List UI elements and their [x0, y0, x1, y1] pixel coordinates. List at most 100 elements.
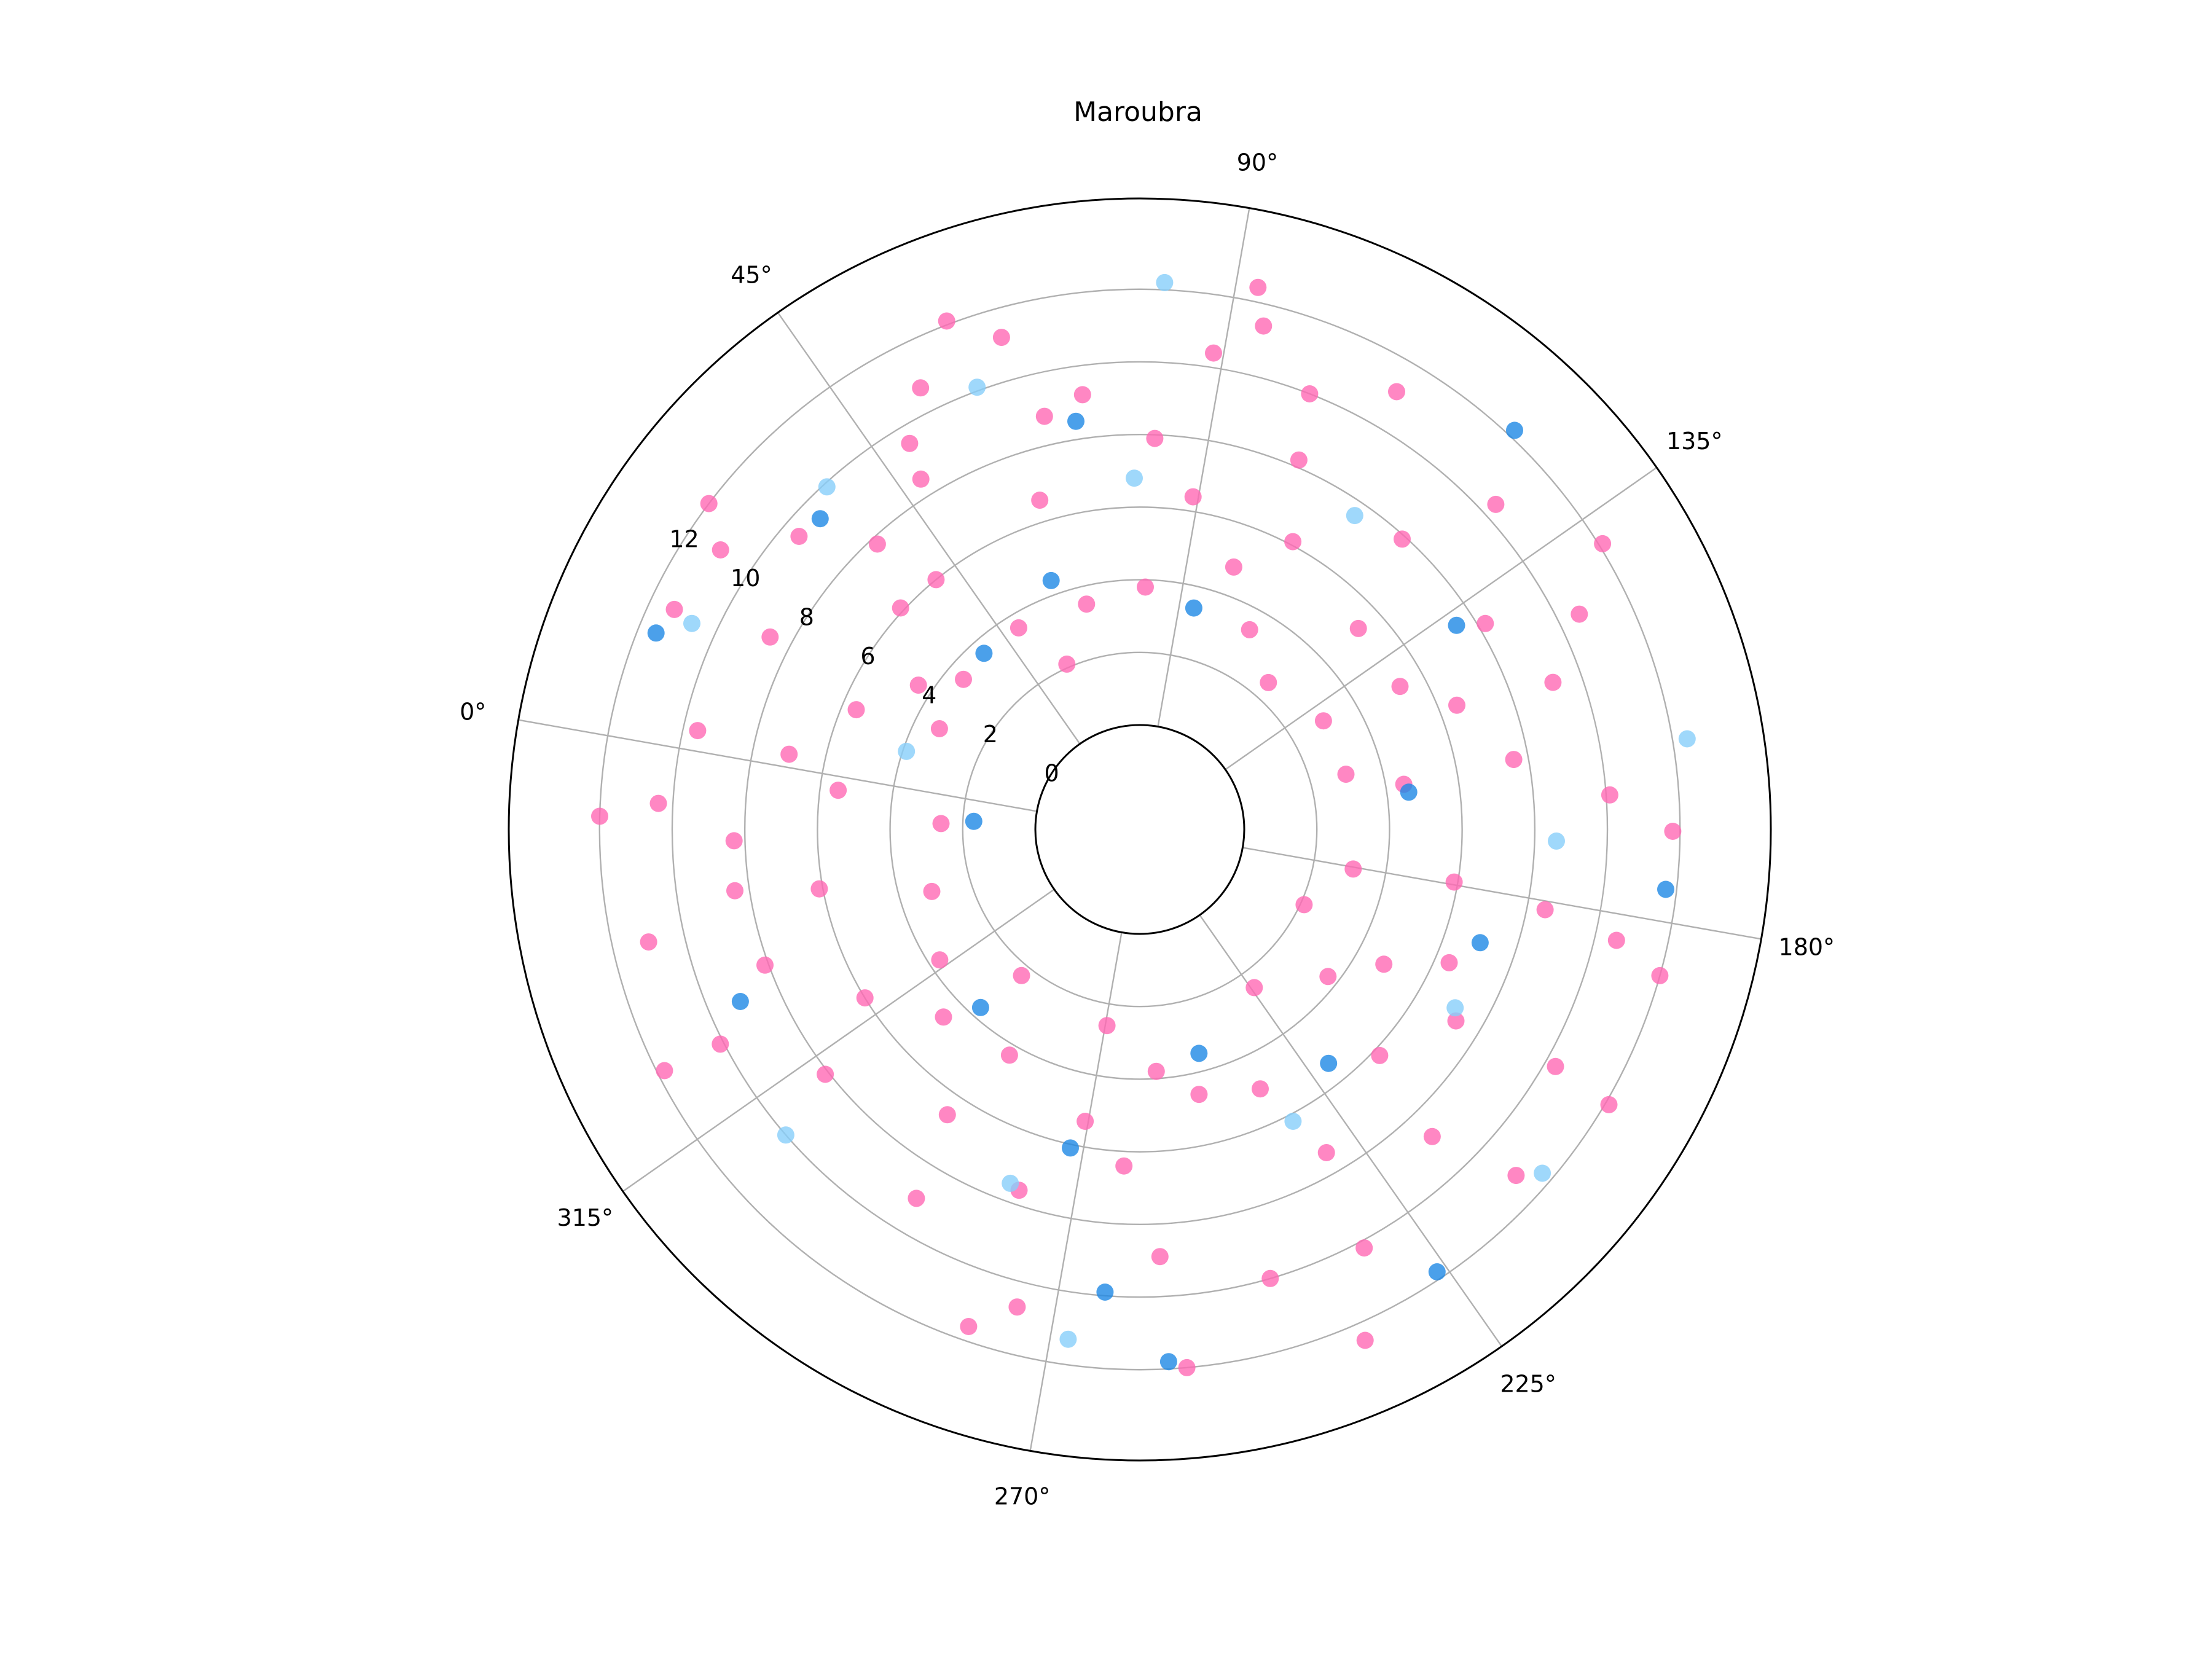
scatter-point	[700, 495, 718, 512]
scatter-point	[790, 528, 808, 545]
theta-tick-label: 225°	[1500, 1371, 1556, 1398]
scatter-point	[1471, 934, 1489, 952]
scatter-point	[1594, 535, 1612, 552]
scatter-point	[1445, 873, 1463, 891]
scatter-point	[1371, 1046, 1389, 1064]
scatter-point	[1447, 1012, 1465, 1030]
scatter-point	[847, 701, 865, 719]
scatter-point	[927, 571, 945, 589]
scatter-point	[856, 989, 874, 1007]
scatter-point	[1428, 1263, 1446, 1280]
scatter-point	[938, 312, 955, 330]
scatter-point	[1448, 696, 1465, 714]
scatter-point	[965, 812, 982, 830]
r-tick-label: 4	[922, 682, 936, 709]
theta-tick-label: 270°	[994, 1483, 1051, 1510]
scatter-point	[1146, 429, 1164, 447]
scatter-point	[1190, 1086, 1208, 1103]
scatter-point	[712, 541, 729, 559]
scatter-point	[1657, 880, 1674, 898]
scatter-point	[1000, 1046, 1018, 1064]
scatter-point	[1346, 507, 1363, 525]
scatter-point	[1078, 595, 1096, 613]
scatter-point	[817, 1065, 834, 1083]
scatter-point	[649, 794, 667, 812]
scatter-point	[1115, 1157, 1133, 1175]
scatter-point	[1098, 1017, 1116, 1035]
scatter-point	[647, 624, 665, 642]
scatter-point	[1184, 488, 1202, 506]
scatter-point	[1249, 278, 1267, 296]
scatter-point	[1284, 533, 1302, 551]
scatter-point	[689, 722, 707, 740]
theta-grid-line	[622, 888, 1055, 1193]
outer-axis-circle	[508, 197, 1772, 1462]
scatter-point	[780, 745, 798, 763]
scatter-point	[930, 720, 948, 737]
scatter-point	[1147, 1062, 1165, 1080]
scatter-point	[761, 628, 779, 646]
scatter-point	[1391, 678, 1409, 696]
scatter-point	[1400, 783, 1418, 801]
scatter-point	[1156, 273, 1174, 291]
scatter-point	[1534, 1164, 1551, 1182]
scatter-point	[1295, 896, 1313, 914]
scatter-point	[1536, 901, 1554, 919]
scatter-point	[1344, 860, 1362, 878]
scatter-point	[1506, 421, 1523, 439]
scatter-point	[1547, 1057, 1564, 1075]
scatter-point	[1375, 955, 1393, 973]
scatter-point	[912, 470, 930, 488]
r-tick-label: 2	[983, 721, 998, 748]
scatter-point	[960, 1318, 978, 1335]
tick-labels: 0° 45° 90° 135° 180° 225° 270° 315° 0 2 4 6 8 10 12	[460, 149, 1835, 1510]
scatter-point	[901, 434, 919, 452]
scatter-point	[777, 1126, 794, 1144]
scatter-point	[1261, 1269, 1279, 1287]
scatter-point	[1388, 383, 1405, 401]
scatter-point	[1137, 578, 1154, 596]
theta-grid-line	[1199, 914, 1503, 1347]
theta-tick-label: 45°	[731, 261, 772, 288]
theta-tick-label: 315°	[557, 1204, 614, 1231]
r-tick-label: 6	[860, 643, 875, 670]
scatter-point	[1059, 1330, 1077, 1348]
scatter-point	[1042, 571, 1060, 589]
scatter-point	[971, 998, 989, 1016]
scatter-point	[935, 1008, 952, 1026]
theta-tick-label: 90°	[1237, 149, 1278, 176]
scatter-point	[1448, 616, 1465, 634]
scatter-point	[1002, 1174, 1019, 1192]
theta-grid-line	[1157, 208, 1250, 727]
scatter-point	[1301, 385, 1319, 402]
scatter-point	[932, 815, 950, 833]
scatter-point	[1245, 979, 1263, 997]
scatter-point	[898, 742, 916, 760]
scatter-point	[1548, 832, 1565, 850]
scatter-point	[1601, 786, 1618, 804]
scatter-point	[1607, 931, 1625, 949]
r-grid-circle	[889, 579, 1390, 1080]
r-grid-circle	[743, 433, 1536, 1226]
theta-tick-label: 135°	[1666, 428, 1723, 455]
scatter-point	[1096, 1284, 1114, 1301]
scatter-point	[1487, 495, 1505, 513]
scatter-point	[1067, 412, 1084, 430]
scatter-point	[968, 378, 986, 396]
scatter-point	[1507, 1167, 1525, 1185]
theta-grid-line	[777, 312, 1081, 745]
scatter-point	[1225, 558, 1242, 576]
scatter-point	[1544, 673, 1562, 691]
scatter-point	[591, 807, 608, 825]
scatter-point	[1600, 1096, 1618, 1113]
scatter-point	[908, 1190, 925, 1207]
r-tick-label: 0	[1045, 760, 1059, 787]
r-grid-circle	[962, 651, 1318, 1008]
scatter-point	[955, 670, 972, 688]
scatter-point	[1355, 1239, 1373, 1257]
scatter-point	[1205, 344, 1222, 362]
r-tick-label: 10	[731, 565, 760, 592]
scatter-point	[1320, 1054, 1338, 1072]
scatter-point	[1505, 751, 1523, 769]
scatter-point	[1446, 999, 1464, 1017]
